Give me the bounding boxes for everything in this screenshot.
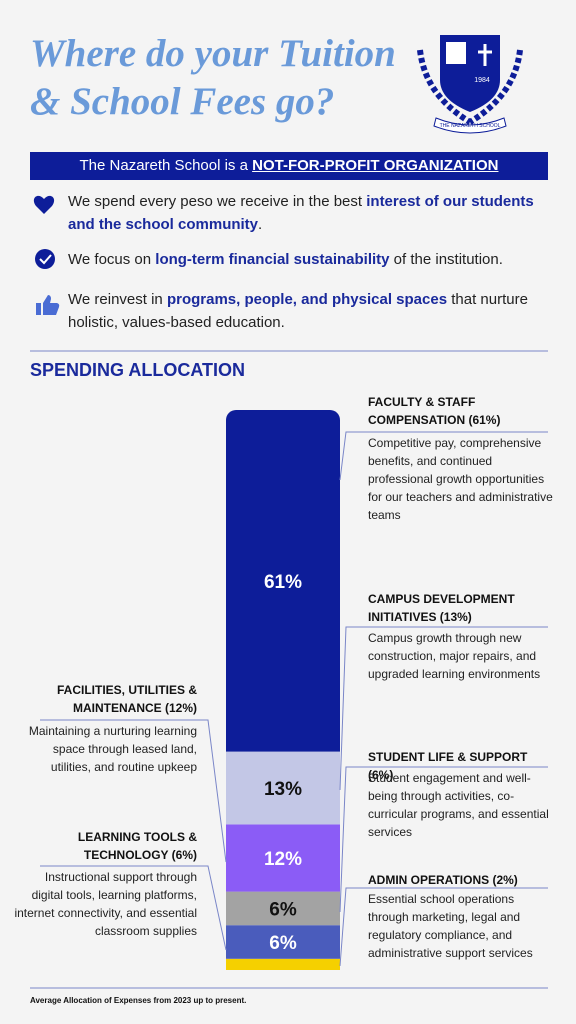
callout-title: ADMIN OPERATIONS (2%) [368,873,518,887]
callout-title: FACILITIES, UTILITIES & MAINTENANCE (12%… [56,683,197,715]
connector [339,431,548,481]
connector [40,719,227,863]
text: . [258,216,263,233]
value-label: 12% [264,849,302,870]
callout-title: CAMPUS DEVELOPMENT INITIATIVES (13%) [368,592,515,624]
text: We reinvest in [68,291,167,308]
bullet: We focus on long-term financial sustaina… [68,248,548,271]
connector [339,887,548,967]
text: that nurture holistic, values-based educ… [68,291,528,331]
thumb-icon [36,303,41,315]
text: We spend every peso we receive in the be… [68,193,367,210]
bullet: We spend every peso we receive in the be… [68,190,548,236]
callout-text: Instructional support through digital to… [14,870,197,938]
section-title: SPENDING ALLOCATION [30,360,245,380]
value-label: 6% [269,899,297,920]
logo-year: 1984 [474,77,490,84]
connector [339,766,548,913]
callout-text: Maintaining a nurturing learning space t… [28,724,197,774]
bullet: We reinvest in programs, people, and phy… [68,288,548,334]
bar-segment [226,824,340,892]
bar-segment [226,958,340,970]
logo-name: THE NAZARETH SCHOOL [440,123,501,129]
banner-emphasis: NOT-FOR-PROFIT ORGANIZATION [252,157,499,174]
callout-title: FACULTY & STAFF COMPENSATION (61%) [368,395,501,427]
bar-segment [226,891,340,926]
bar-segment [226,925,340,959]
connector [339,626,548,791]
stacked-bar [226,410,340,970]
check-icon [35,249,55,269]
text: We focus on [68,251,156,268]
title: Where do your Tuition & School Fees go? [30,30,396,126]
emphasis: long-term financial sustainability [155,251,390,268]
value-label: 6% [269,933,297,954]
text: of the institution. [389,251,503,268]
callout-title: STUDENT LIFE & SUPPORT (6%) [368,750,528,782]
value-label: 61% [264,572,302,593]
banner: The Nazareth School is a NOT-FOR-PROFIT … [30,152,548,180]
bar-segment [226,751,340,825]
callout-title: LEARNING TOOLS & TECHNOLOGY (6%) [77,830,197,862]
title-line: & School Fees go? [30,80,335,123]
callout-text: Essential school operations through mark… [368,892,533,960]
callout-text: Student engagement and well-being throug… [368,771,549,839]
emphasis: interest of our students and the school … [68,193,534,233]
bar-segment [226,410,340,752]
connector [40,865,227,951]
callout-text: Campus growth through new construction, … [368,631,541,681]
title-line: Where do your Tuition [30,32,396,75]
footer: Average Allocation of Expenses from 2023… [30,996,247,1005]
logo: 1984 THE NAZARETH SCHOOL [417,35,523,134]
heart-icon [33,195,55,214]
banner-text: The Nazareth School is a [79,157,253,174]
emphasis: programs, people, and physical spaces [166,291,448,308]
callout-text: Competitive pay, comprehensive benefits,… [368,436,553,522]
value-label: 13% [264,779,302,800]
